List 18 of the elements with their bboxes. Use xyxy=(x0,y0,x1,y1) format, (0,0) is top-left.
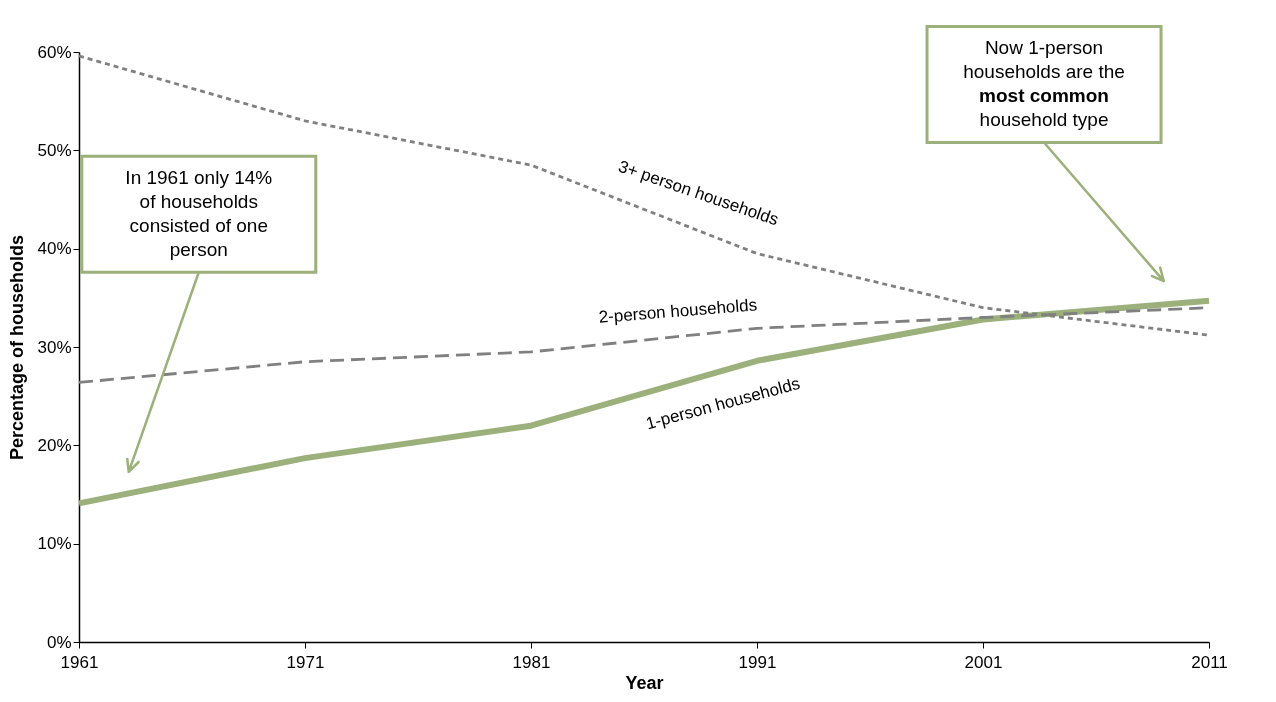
y-tick-label: 0% xyxy=(46,632,72,652)
x-tick-label: 1991 xyxy=(738,652,777,672)
y-tick-label: 50% xyxy=(37,140,72,160)
annotation: In 1961 only 14% of households consisted of one person xyxy=(125,167,273,261)
y-tick-label: 40% xyxy=(37,239,72,259)
y-tick-label: 30% xyxy=(37,337,72,357)
x-tick-label: 2001 xyxy=(964,652,1003,672)
x-axis-title: Year xyxy=(625,672,664,693)
y-tick-label: 20% xyxy=(37,435,72,455)
x-tick-label: 1981 xyxy=(512,652,551,672)
series-label: 2-person households xyxy=(597,295,758,327)
x-tick-label: 1971 xyxy=(286,652,325,672)
x-tick-label: 1961 xyxy=(60,652,99,672)
y-tick-label: 10% xyxy=(37,534,72,554)
y-axis-title: Percentage of households xyxy=(7,234,28,461)
x-tick-label: 2011 xyxy=(1191,652,1228,672)
y-tick-label: 60% xyxy=(37,42,72,62)
annotation: Now 1-person households are the most common household type xyxy=(963,37,1125,131)
